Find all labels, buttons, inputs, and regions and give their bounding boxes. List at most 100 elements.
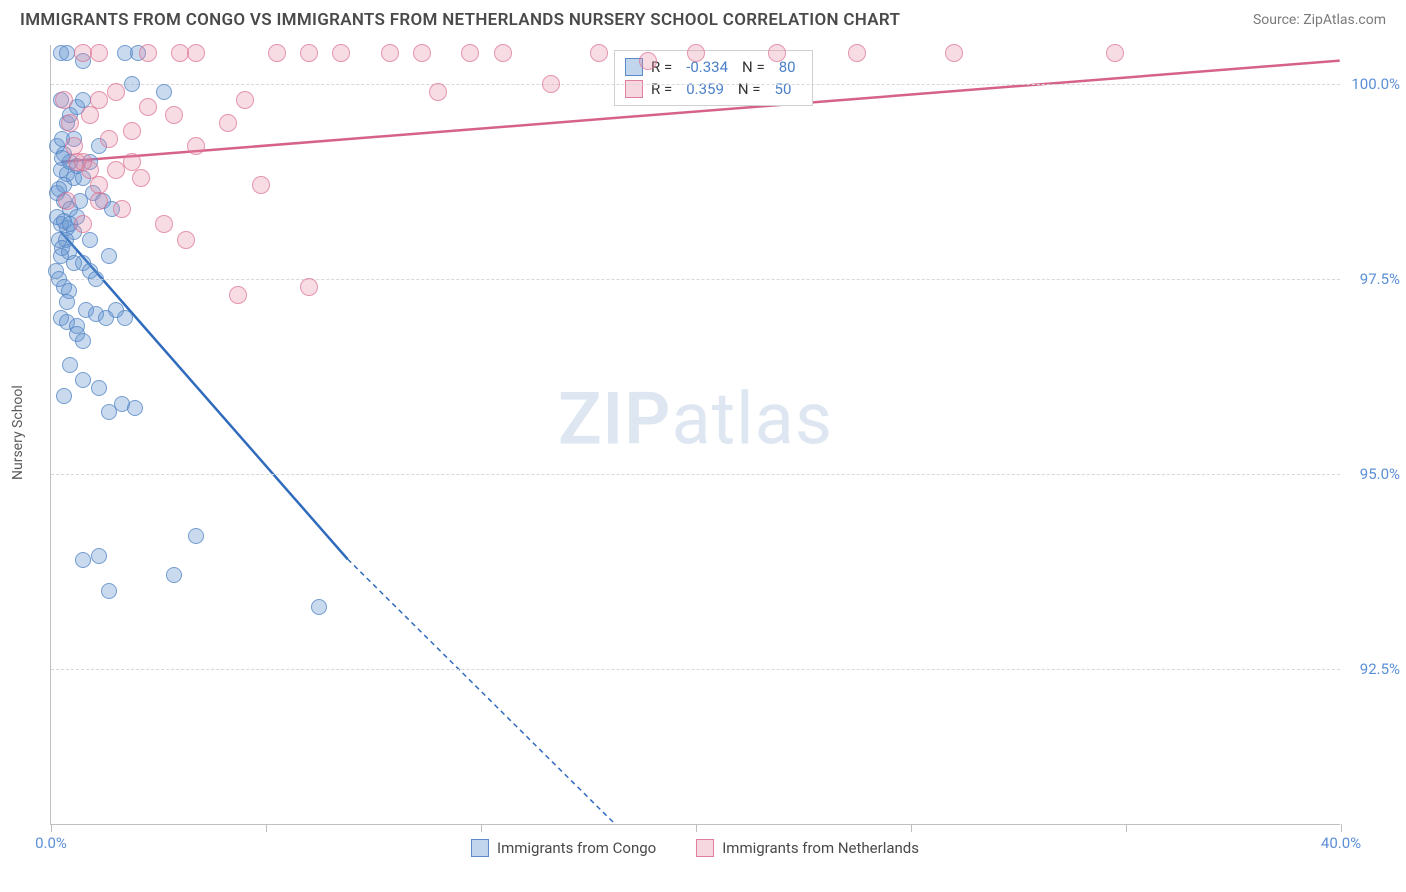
data-point [123, 153, 141, 171]
data-point [165, 106, 183, 124]
x-tick [696, 824, 697, 832]
legend-item-netherlands: Immigrants from Netherlands [696, 839, 919, 857]
data-point [156, 84, 172, 100]
data-point [139, 44, 157, 62]
data-point [56, 388, 72, 404]
data-point [66, 255, 82, 271]
r-value-netherlands: 0.359 [680, 80, 730, 98]
trend-lines [51, 45, 1340, 824]
plot-area: ZIPatlas R = -0.334 N = 80 R = 0.359 N =… [50, 45, 1340, 825]
legend-item-congo: Immigrants from Congo [471, 839, 656, 857]
data-point [101, 248, 117, 264]
x-tick [1341, 824, 1342, 832]
gridline [51, 474, 1340, 475]
data-point [75, 552, 91, 568]
data-point [1106, 44, 1124, 62]
data-point [75, 92, 91, 108]
data-point [107, 83, 125, 101]
data-point [74, 153, 92, 171]
data-point [55, 91, 73, 109]
data-point [413, 44, 431, 62]
data-point [124, 76, 140, 92]
data-point [100, 130, 118, 148]
data-point [74, 215, 92, 233]
data-point [945, 44, 963, 62]
data-point [236, 91, 254, 109]
x-tick [911, 824, 912, 832]
legend-swatch-blue-icon [471, 839, 489, 857]
data-point [461, 44, 479, 62]
watermark: ZIPatlas [558, 376, 833, 461]
data-point [332, 44, 350, 62]
y-tick-label: 97.5% [1360, 270, 1400, 288]
gridline [51, 669, 1340, 670]
legend: Immigrants from Congo Immigrants from Ne… [471, 839, 919, 857]
x-tick [1126, 824, 1127, 832]
data-point [155, 215, 173, 233]
source-label: Source: ZipAtlas.com [1253, 12, 1386, 28]
data-point [177, 231, 195, 249]
data-point [187, 44, 205, 62]
data-point [75, 333, 91, 349]
data-point [768, 44, 786, 62]
data-point [91, 380, 107, 396]
data-point [494, 44, 512, 62]
data-point [58, 192, 76, 210]
data-point [300, 278, 318, 296]
gridline [51, 84, 1340, 85]
data-point [229, 286, 247, 304]
data-point [101, 583, 117, 599]
data-point [123, 122, 141, 140]
data-point [311, 599, 327, 615]
data-point [300, 44, 318, 62]
data-point [62, 357, 78, 373]
data-point [117, 310, 133, 326]
data-point [166, 567, 182, 583]
data-point [82, 232, 98, 248]
gridline [51, 279, 1340, 280]
y-tick-label: 92.5% [1360, 660, 1400, 678]
data-point [88, 271, 104, 287]
x-tick-label: 0.0% [35, 834, 67, 852]
data-point [429, 83, 447, 101]
y-tick-label: 95.0% [1360, 465, 1400, 483]
stats-row-netherlands: R = 0.359 N = 50 [625, 78, 802, 100]
data-point [113, 200, 131, 218]
data-point [61, 114, 79, 132]
x-tick-label: 40.0% [1321, 834, 1361, 852]
data-point [542, 75, 560, 93]
data-point [639, 52, 657, 70]
data-point [101, 404, 117, 420]
data-point [187, 137, 205, 155]
x-tick [481, 824, 482, 832]
x-tick [51, 824, 52, 832]
data-point [848, 44, 866, 62]
legend-label-netherlands: Immigrants from Netherlands [722, 839, 919, 857]
data-point [687, 44, 705, 62]
data-point [590, 44, 608, 62]
data-point [90, 192, 108, 210]
data-point [188, 528, 204, 544]
data-point [59, 294, 75, 310]
legend-label-congo: Immigrants from Congo [497, 839, 656, 857]
data-point [139, 98, 157, 116]
data-point [252, 176, 270, 194]
y-axis-label: Nursery School [10, 385, 26, 480]
data-point [381, 44, 399, 62]
swatch-pink-icon [625, 80, 643, 98]
n-value-netherlands: 50 [769, 80, 798, 98]
chart-container: ZIPatlas R = -0.334 N = 80 R = 0.359 N =… [50, 45, 1340, 825]
data-point [132, 169, 150, 187]
data-point [81, 106, 99, 124]
data-point [91, 548, 107, 564]
data-point [90, 44, 108, 62]
data-point [219, 114, 237, 132]
data-point [268, 44, 286, 62]
r-value-congo: -0.334 [680, 58, 734, 76]
data-point [75, 372, 91, 388]
y-tick-label: 100.0% [1351, 75, 1400, 93]
data-point [127, 400, 143, 416]
chart-title: IMMIGRANTS FROM CONGO VS IMMIGRANTS FROM… [20, 10, 900, 30]
x-tick [266, 824, 267, 832]
legend-swatch-pink-icon [696, 839, 714, 857]
